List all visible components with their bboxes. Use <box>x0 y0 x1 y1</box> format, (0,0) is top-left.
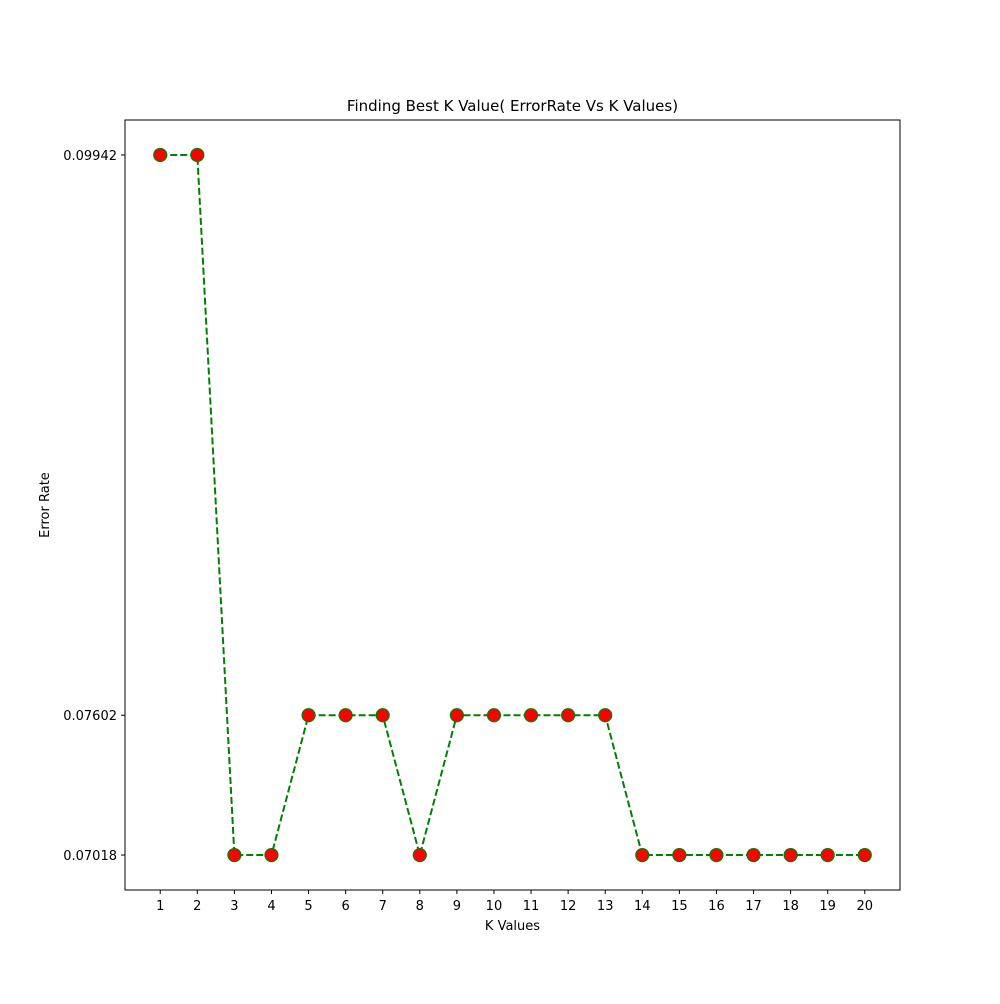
x-tick-label: 14 <box>634 899 651 914</box>
y-axis: 0.09942 0.07602 0.07018 <box>63 149 125 864</box>
data-point <box>301 708 316 723</box>
x-tick-label: 18 <box>782 899 799 914</box>
data-point <box>264 847 279 863</box>
x-tick-label: 12 <box>560 899 577 914</box>
data-point <box>190 147 205 163</box>
data-point <box>635 847 650 863</box>
data-point <box>820 847 835 863</box>
y-tick-label: 0.07602 <box>63 709 117 724</box>
data-point <box>153 147 168 163</box>
x-tick-label: 17 <box>745 899 762 914</box>
x-tick-label: 13 <box>597 899 614 914</box>
x-tick-label: 20 <box>856 899 873 914</box>
x-tick-label: 11 <box>523 899 540 914</box>
data-point <box>783 847 798 863</box>
x-axis: 1 2 3 4 5 6 7 8 9 10 11 12 13 14 15 16 17 18 19 20 <box>156 890 873 914</box>
data-point <box>449 708 464 723</box>
data-point <box>709 847 724 863</box>
x-axis-label: K Values <box>485 919 540 934</box>
x-tick-label: 7 <box>379 899 387 914</box>
x-tick-label: 5 <box>304 899 312 914</box>
y-tick-label: 0.07018 <box>63 849 117 864</box>
data-point <box>523 708 539 723</box>
y-tick-label: 0.09942 <box>63 149 117 164</box>
data-point <box>561 708 576 723</box>
x-tick-label: 8 <box>416 899 424 914</box>
x-tick-label: 9 <box>453 899 461 914</box>
data-point <box>857 847 872 863</box>
data-point <box>338 708 353 723</box>
x-tick-label: 19 <box>819 899 836 914</box>
data-point <box>746 847 761 863</box>
x-tick-label: 3 <box>230 899 238 914</box>
x-tick-label: 10 <box>486 899 503 914</box>
x-tick-label: 15 <box>671 899 688 914</box>
x-tick-label: 1 <box>156 899 164 914</box>
data-point <box>375 708 390 723</box>
x-tick-label: 2 <box>193 899 201 914</box>
data-point <box>412 847 427 863</box>
data-point <box>598 708 613 723</box>
data-point <box>227 847 242 863</box>
x-tick-label: 16 <box>708 899 725 914</box>
plot-frame <box>124 119 901 891</box>
data-point <box>672 847 687 863</box>
y-axis-label: Error Rate <box>38 472 53 538</box>
chart-title: Finding Best K Value( ErrorRate Vs K Val… <box>347 97 678 115</box>
data-point <box>486 708 502 723</box>
x-tick-label: 6 <box>341 899 349 914</box>
x-tick-label: 4 <box>267 899 275 914</box>
